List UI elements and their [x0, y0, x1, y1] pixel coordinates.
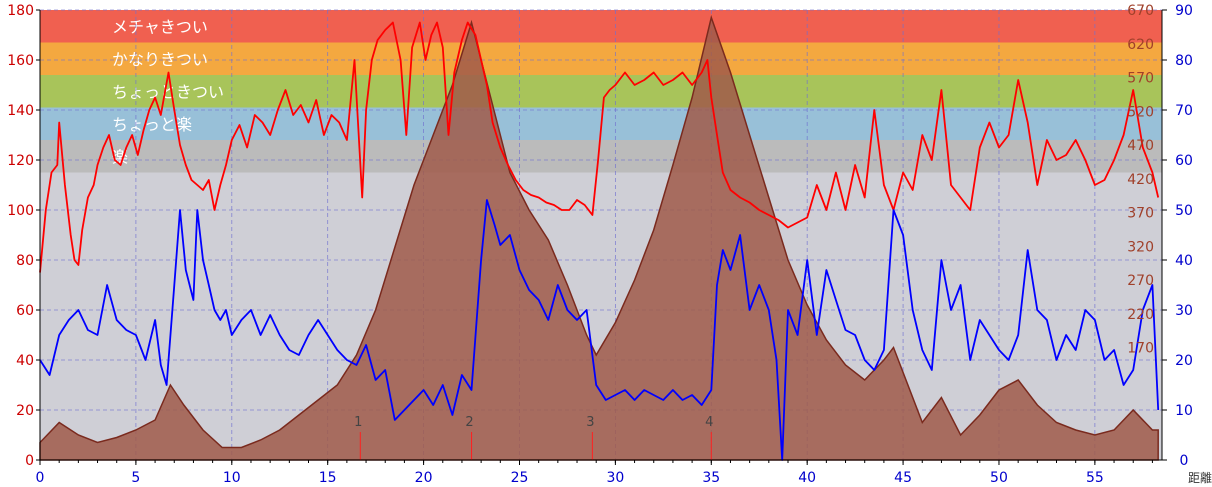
y-tick-label-right-brown: 270 — [1127, 273, 1154, 289]
x-tick-label: 20 — [415, 470, 433, 486]
x-tick-label: 50 — [990, 470, 1008, 486]
y-tick-label-right-brown: 320 — [1127, 239, 1154, 255]
y-tick-label-left: 60 — [16, 303, 34, 319]
zone-label: ちょっと楽 — [112, 115, 192, 134]
x-tick-label: 15 — [319, 470, 337, 486]
y-tick-label-left: 20 — [16, 403, 34, 419]
zone-band — [40, 42, 1162, 75]
zone-band — [40, 75, 1162, 108]
y-tick-label-left: 0 — [25, 453, 34, 469]
x-tick-label: 55 — [1086, 470, 1104, 486]
speed-line — [39, 199, 1160, 461]
y-tick-label-right-blue: 20 — [1175, 353, 1193, 369]
y-tick-label-right-brown: 170 — [1127, 341, 1154, 357]
y-tick-label-right-blue: 90 — [1175, 3, 1193, 19]
y-tick-label-right-brown: 670 — [1127, 3, 1154, 19]
zone-label: メチャきつい — [112, 17, 208, 36]
zone-label: ちょっときつい — [112, 82, 224, 101]
heart-rate-line — [39, 21, 1160, 273]
x-tick-label: 35 — [702, 470, 720, 486]
marker-label: 4 — [705, 415, 713, 430]
y-tick-label-right-blue: 50 — [1175, 203, 1193, 219]
y-tick-label-left: 180 — [7, 3, 34, 19]
y-tick-label-right-blue: 30 — [1175, 303, 1193, 319]
x-tick-label: 5 — [131, 470, 140, 486]
y-tick-label-left: 100 — [7, 203, 34, 219]
y-tick-label-right-brown: 570 — [1127, 71, 1154, 87]
y-tick-label-left: 140 — [7, 103, 34, 119]
x-tick-label: 45 — [894, 470, 912, 486]
y-tick-label-right-blue: 60 — [1175, 153, 1193, 169]
y-tick-label-right-blue: 40 — [1175, 253, 1193, 269]
x-tick-label: 25 — [511, 470, 529, 486]
x-tick-label: 0 — [36, 470, 45, 486]
y-tick-label-right-blue: 80 — [1175, 53, 1193, 69]
y-tick-label-right-blue: 70 — [1175, 103, 1193, 119]
x-axis-label: 距離 — [1188, 471, 1212, 485]
marker-label: 3 — [586, 415, 594, 430]
x-tick-label: 10 — [223, 470, 241, 486]
zone-band — [40, 10, 1162, 43]
y-tick-label-right-brown: 620 — [1127, 37, 1154, 53]
y-tick-label-left: 80 — [16, 253, 34, 269]
y-tick-label-right-blue: 0 — [1180, 453, 1189, 469]
x-tick-label: 30 — [606, 470, 624, 486]
axes: 0204060801001201401601800102030405060708… — [7, 3, 1193, 486]
y-tick-label-right-blue: 10 — [1175, 403, 1193, 419]
distance-markers: 1 2 3 4 — [354, 415, 713, 460]
y-tick-label-right-brown: 520 — [1127, 104, 1154, 120]
zone-label: かなりきつい — [112, 50, 208, 69]
y-tick-label-right-brown: 420 — [1127, 172, 1154, 188]
x-tick-label: 40 — [798, 470, 816, 486]
y-tick-label-right-brown: 470 — [1127, 138, 1154, 154]
y-tick-label-left: 120 — [7, 153, 34, 169]
marker-label: 1 — [354, 415, 362, 430]
marker-label: 2 — [465, 415, 473, 430]
elevation-area — [39, 14, 1159, 461]
series-layer — [39, 14, 1160, 461]
y-tick-label-left: 40 — [16, 353, 34, 369]
y-tick-label-left: 160 — [7, 53, 34, 69]
y-tick-label-right-brown: 370 — [1127, 206, 1154, 222]
zone-band — [40, 140, 1162, 173]
y-tick-label-right-brown: 220 — [1127, 307, 1154, 323]
